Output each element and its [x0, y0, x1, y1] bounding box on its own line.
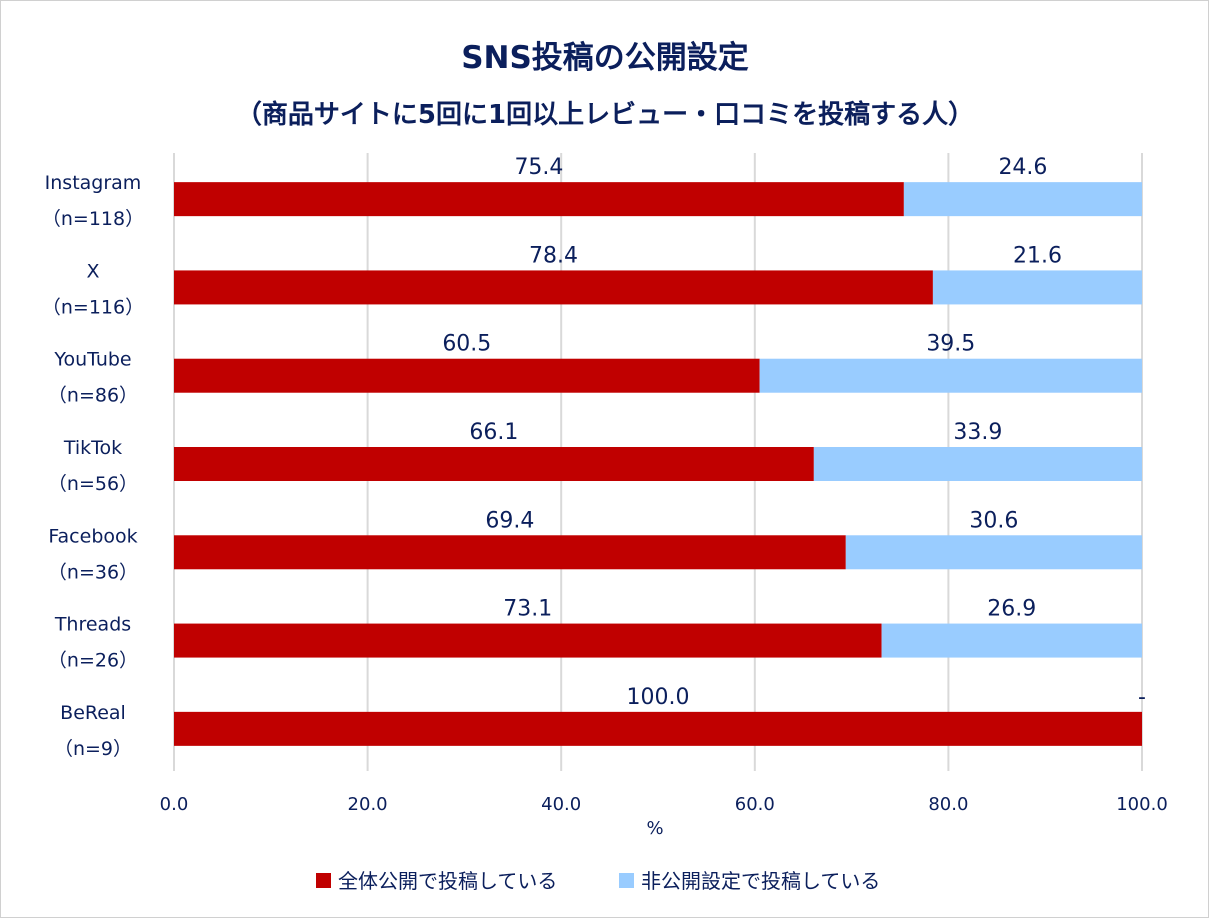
bar-segment: [845, 535, 1142, 570]
bar-segment: [759, 358, 1142, 393]
data-label: 66.1: [469, 420, 518, 445]
bar-segment: [174, 535, 846, 570]
category-sample-size: （n=56）: [48, 473, 138, 495]
legend: 全体公開で投稿している 非公開設定で投稿している: [316, 869, 880, 893]
category-label: X: [86, 260, 99, 282]
x-tick-label: 40.0: [541, 794, 581, 815]
data-label: 73.1: [503, 597, 552, 622]
x-tick-label: 100.0: [1116, 794, 1168, 815]
bar-segment: [174, 358, 760, 393]
category-labels: Instagram （n=118） X （n=116） YouTube （n=86） Tik…: [42, 172, 144, 760]
bar-segment: [174, 623, 882, 658]
data-label: 33.9: [953, 420, 1002, 445]
bars: 75.4 24.6 78.4 21.6 60.5 39.5 66.1 33.9 69.4 30.6…: [174, 155, 1146, 746]
bar-segment: [174, 447, 814, 481]
data-label: 24.6: [998, 155, 1047, 180]
x-axis-ticks: 0.0 20.0 40.0 60.0 80.0 100.0: [160, 794, 1168, 815]
data-label: 21.6: [1013, 243, 1062, 268]
legend-swatch: [619, 873, 634, 888]
category-label: Threads: [54, 614, 131, 636]
data-label: 75.4: [514, 155, 563, 180]
bar-segment: [813, 447, 1142, 481]
data-label: 26.9: [987, 597, 1036, 622]
category-sample-size: （n=26）: [48, 650, 138, 672]
category-label: TikTok: [63, 437, 122, 459]
x-tick-label: 20.0: [348, 794, 388, 815]
data-label: 78.4: [529, 243, 578, 268]
category-label: Facebook: [48, 525, 137, 547]
chart-title: SNS投稿の公開設定: [461, 40, 749, 76]
data-label: 100.0: [627, 685, 690, 710]
data-label: -: [1138, 685, 1146, 710]
category-label: YouTube: [53, 349, 131, 371]
category-label: BeReal: [60, 702, 126, 724]
category-sample-size: （n=86）: [48, 385, 138, 407]
legend-swatch: [316, 873, 331, 888]
bar-segment: [932, 270, 1142, 305]
x-tick-label: 60.0: [735, 794, 775, 815]
bar-segment: [903, 182, 1142, 217]
legend-label: 非公開設定で投稿している: [641, 869, 880, 893]
category-sample-size: （n=9）: [54, 738, 132, 760]
category-sample-size: （n=118）: [42, 208, 144, 230]
bar-segment: [174, 182, 904, 217]
data-label: 30.6: [969, 508, 1018, 533]
data-label: 69.4: [485, 508, 534, 533]
category-label: Instagram: [45, 172, 142, 194]
category-sample-size: （n=116）: [42, 296, 144, 318]
legend-label: 全体公開で投稿している: [338, 869, 557, 893]
data-label: 39.5: [926, 332, 975, 357]
data-label: 60.5: [442, 332, 491, 357]
bar-segment: [174, 711, 1142, 746]
bar-segment: [881, 623, 1142, 658]
x-tick-label: 0.0: [160, 794, 189, 815]
x-tick-label: 80.0: [928, 794, 968, 815]
category-sample-size: （n=36）: [48, 561, 138, 583]
bar-segment: [174, 270, 933, 305]
chart-subtitle: （商品サイトに5回に1回以上レビュー・口コミを投稿する人）: [236, 99, 974, 130]
x-axis-label: %: [646, 818, 663, 839]
